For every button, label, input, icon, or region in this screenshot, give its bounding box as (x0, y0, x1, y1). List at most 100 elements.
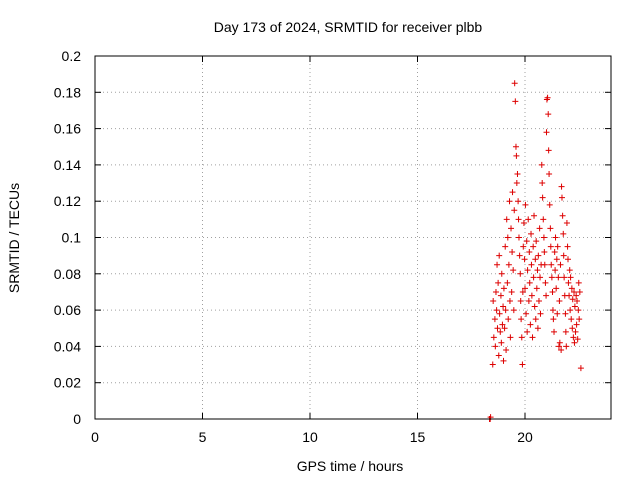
data-point (500, 357, 507, 364)
y-tick-label: 0.18 (54, 84, 81, 100)
data-point (568, 285, 575, 292)
data-point (552, 267, 559, 274)
data-point (528, 292, 535, 299)
data-point (566, 292, 573, 299)
data-point (505, 261, 512, 268)
data-point (503, 216, 510, 223)
y-tick-label: 0.16 (54, 121, 81, 137)
data-point (554, 310, 561, 317)
data-point (571, 288, 578, 295)
data-point (532, 316, 539, 323)
data-point (525, 298, 532, 305)
data-point (502, 243, 509, 250)
data-point (497, 292, 504, 299)
data-point (557, 261, 564, 268)
data-point (509, 249, 516, 256)
data-point (491, 316, 498, 323)
data-point (489, 361, 496, 368)
data-point (573, 321, 580, 328)
data-point (528, 230, 535, 237)
data-point (575, 307, 582, 314)
plot-frame (94, 55, 612, 420)
data-point (543, 129, 550, 136)
data-point (515, 216, 522, 223)
data-point (542, 279, 549, 286)
data-point (517, 298, 524, 305)
data-point (512, 143, 519, 150)
y-tick-label: 0.04 (54, 338, 81, 354)
data-point (565, 256, 571, 263)
data-point (576, 288, 583, 295)
data-point (508, 225, 515, 232)
data-point (526, 279, 533, 286)
data-point (546, 170, 553, 177)
data-point (513, 180, 520, 187)
y-tick-label: 0.06 (54, 302, 81, 318)
data-point (571, 339, 578, 346)
data-point (577, 365, 584, 372)
grid-lines (95, 56, 611, 419)
data-point (532, 256, 539, 263)
data-point (571, 303, 578, 310)
data-point (524, 328, 531, 335)
data-point (558, 194, 565, 201)
data-point (556, 298, 563, 305)
data-point (521, 256, 528, 263)
x-axis-label: GPS time / hours (297, 458, 404, 474)
data-point (497, 328, 504, 335)
data-point (549, 288, 556, 295)
data-point (574, 336, 581, 343)
data-point (533, 238, 540, 245)
data-point (527, 321, 534, 328)
chart-title: Day 173 of 2024, SRMTID for receiver plb… (214, 19, 483, 35)
data-point (529, 334, 536, 341)
data-point (515, 234, 522, 241)
data-point (573, 292, 580, 299)
data-point (576, 316, 583, 323)
data-point (540, 216, 547, 223)
data-point (560, 230, 567, 237)
data-point (504, 279, 511, 286)
data-point (561, 274, 568, 281)
data-point (548, 274, 555, 281)
x-tick-label: 0 (91, 429, 99, 445)
data-point (565, 279, 572, 286)
data-point (560, 252, 567, 259)
data-point (512, 98, 519, 105)
data-point (517, 270, 524, 277)
data-point (509, 189, 516, 196)
data-point (537, 274, 544, 281)
data-point (516, 252, 523, 259)
x-tick-label: 5 (199, 429, 207, 445)
data-point (494, 325, 501, 332)
data-point (541, 261, 548, 268)
data-point (525, 216, 532, 223)
x-axis-ticks: 0 5 10 15 20 (91, 56, 533, 445)
data-point (498, 339, 505, 346)
y-tick-label: 0.14 (54, 157, 81, 173)
data-point (530, 243, 537, 250)
data-point (567, 307, 574, 314)
data-point (490, 334, 497, 341)
data-point (522, 201, 529, 208)
data-point (553, 256, 560, 263)
data-point (506, 298, 513, 305)
data-point (554, 243, 561, 250)
data-point (513, 152, 520, 159)
data-point (563, 343, 570, 350)
data-point (555, 274, 562, 281)
data-point (495, 352, 502, 359)
data-point (526, 249, 533, 256)
x-tick-label: 10 (302, 429, 318, 445)
data-point (518, 316, 525, 323)
data-point (510, 307, 517, 314)
data-point (551, 328, 558, 335)
data-point (540, 234, 547, 241)
y-tick-label: 0.2 (62, 48, 82, 64)
data-point (539, 180, 546, 187)
data-point (490, 298, 497, 305)
data-point (549, 307, 556, 314)
data-point (547, 225, 554, 232)
data-point (562, 310, 569, 317)
data-point (552, 234, 559, 241)
